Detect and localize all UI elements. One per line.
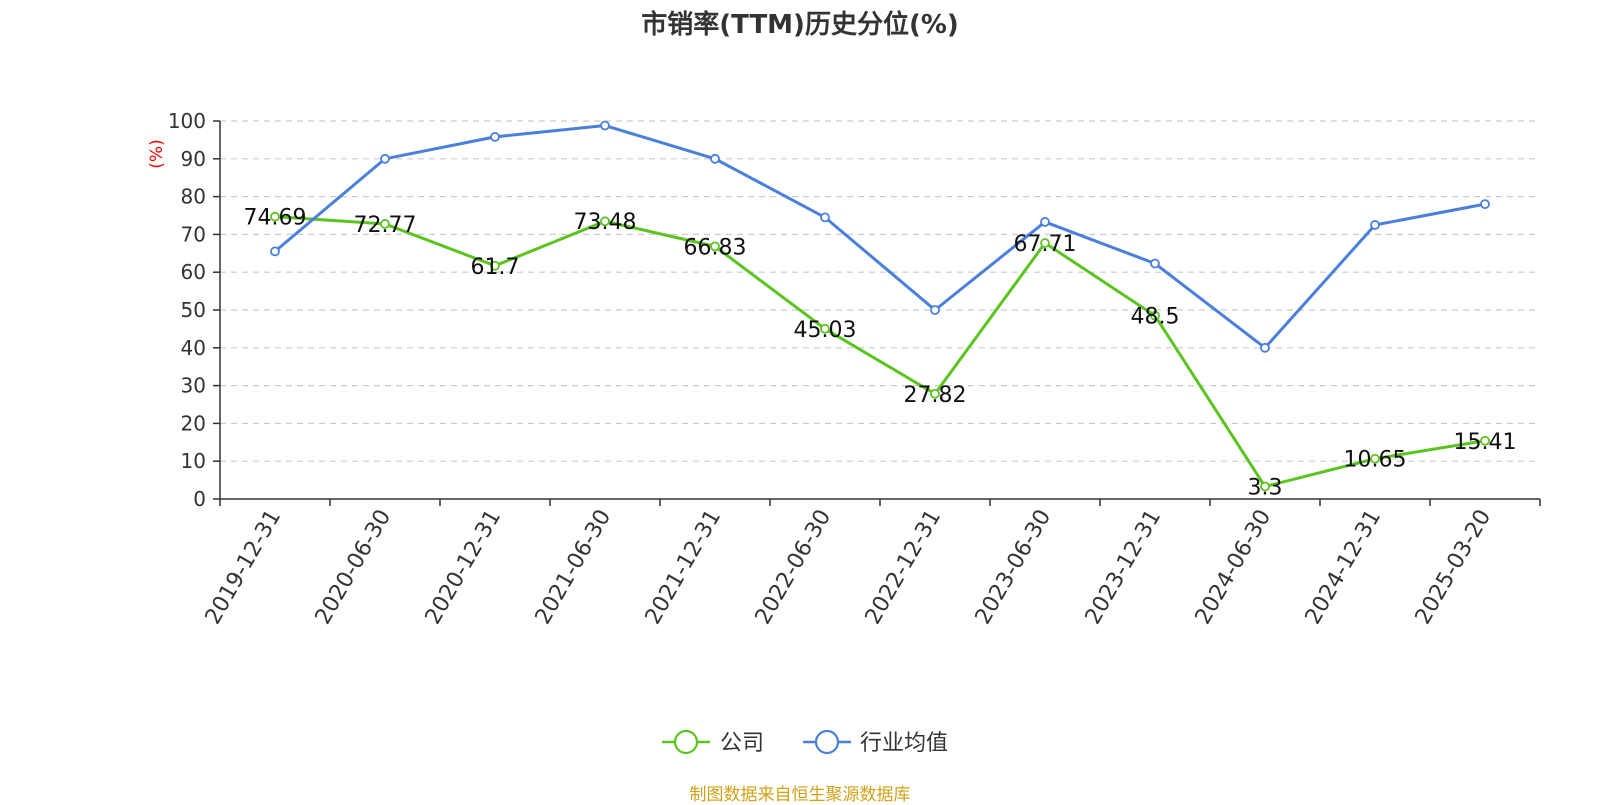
- data-label: 73.48: [574, 210, 637, 235]
- legend-marker-0: [673, 729, 699, 755]
- axes: 0 10 20 30 40 50 60 70 80 90 100 2019-12-31 2020-06-…: [168, 109, 1541, 629]
- x-tick-label: 2024-06-30: [1191, 506, 1277, 629]
- data-label: 15.41: [1454, 430, 1517, 455]
- data-label: 61.7: [471, 255, 520, 280]
- legend-label: 行业均值: [860, 731, 948, 756]
- data-point: [1260, 342, 1270, 353]
- source-note: 制图数据来自恒生聚源数据库: [689, 785, 911, 805]
- data-point: [600, 216, 610, 227]
- y-tick-label: 40: [181, 336, 206, 360]
- legend-label: 公司: [720, 731, 764, 756]
- data-point: [1370, 453, 1380, 464]
- y-tick-label: 30: [181, 374, 206, 398]
- series-line-1: [274, 124, 1486, 350]
- y-tick-label: 20: [181, 411, 206, 435]
- data-point: [490, 260, 500, 271]
- grid-lines: [220, 120, 1540, 462]
- x-tick-label: 2025-03-20: [1411, 506, 1497, 629]
- y-tick-label: 10: [181, 449, 206, 473]
- x-tick-label: 2022-06-30: [751, 506, 837, 629]
- y-axis-unit-label: (%): [147, 139, 167, 168]
- data-label: 3.3: [1248, 476, 1283, 501]
- data-label: 27.82: [904, 383, 967, 408]
- legend-marker-1: [814, 729, 840, 755]
- data-point: [270, 246, 280, 257]
- data-label: 66.83: [684, 235, 747, 260]
- data-point: [710, 241, 720, 252]
- y-tick-label: 70: [181, 222, 206, 246]
- y-tick-label: 80: [181, 185, 206, 209]
- y-tick-label: 100: [168, 109, 206, 133]
- x-tick-label: 2020-06-30: [311, 506, 397, 629]
- x-tick-label: 2021-06-30: [531, 506, 617, 629]
- x-tick-label: 2021-12-31: [641, 506, 727, 629]
- data-point: [380, 153, 390, 164]
- data-point: [820, 323, 830, 334]
- data-point: [1260, 481, 1270, 492]
- data-label: 67.71: [1014, 232, 1077, 257]
- data-point: [820, 212, 830, 223]
- x-tick-label: 2022-12-31: [861, 506, 947, 629]
- data-point: [930, 388, 940, 399]
- data-point: [1480, 199, 1490, 210]
- y-tick-label: 90: [181, 147, 206, 171]
- y-tick-label: 50: [181, 298, 206, 322]
- y-tick-label: 60: [181, 260, 206, 284]
- data-label: 72.77: [354, 213, 417, 238]
- data-point: [930, 305, 940, 315]
- x-tick-label: 2019-12-31: [201, 506, 287, 629]
- data-point: [1150, 310, 1160, 321]
- data-point: [1370, 220, 1380, 230]
- y-tick-label: 0: [193, 487, 206, 511]
- x-tick-label: 2020-12-31: [421, 506, 507, 629]
- x-tick-label: 2024-12-31: [1301, 506, 1387, 629]
- data-point: [1150, 258, 1160, 269]
- data-labels: 74.69 72.77 61.7 73.48 66.83 45.03 27.82 67.71 4…: [244, 206, 1517, 501]
- data-point: [1040, 217, 1050, 227]
- data-point: [710, 153, 720, 164]
- data-label: 48.5: [1131, 305, 1180, 330]
- data-point: [1040, 238, 1050, 248]
- data-point: [600, 120, 610, 131]
- x-tick-label: 2023-12-31: [1081, 506, 1167, 629]
- data-point: [270, 211, 280, 222]
- data-point: [1480, 435, 1490, 446]
- data-label: 74.69: [244, 206, 307, 231]
- data-point: [380, 219, 390, 229]
- data-point: [490, 131, 500, 142]
- series-line-0: [274, 215, 1486, 489]
- data-label: 45.03: [794, 318, 857, 343]
- data-label: 10.65: [1344, 448, 1407, 473]
- chart-title: 市销率(TTM)历史分位(%): [641, 10, 959, 40]
- series: [270, 120, 1490, 492]
- x-tick-label: 2023-06-30: [971, 506, 1057, 629]
- legend: 公司 行业均值: [662, 729, 948, 756]
